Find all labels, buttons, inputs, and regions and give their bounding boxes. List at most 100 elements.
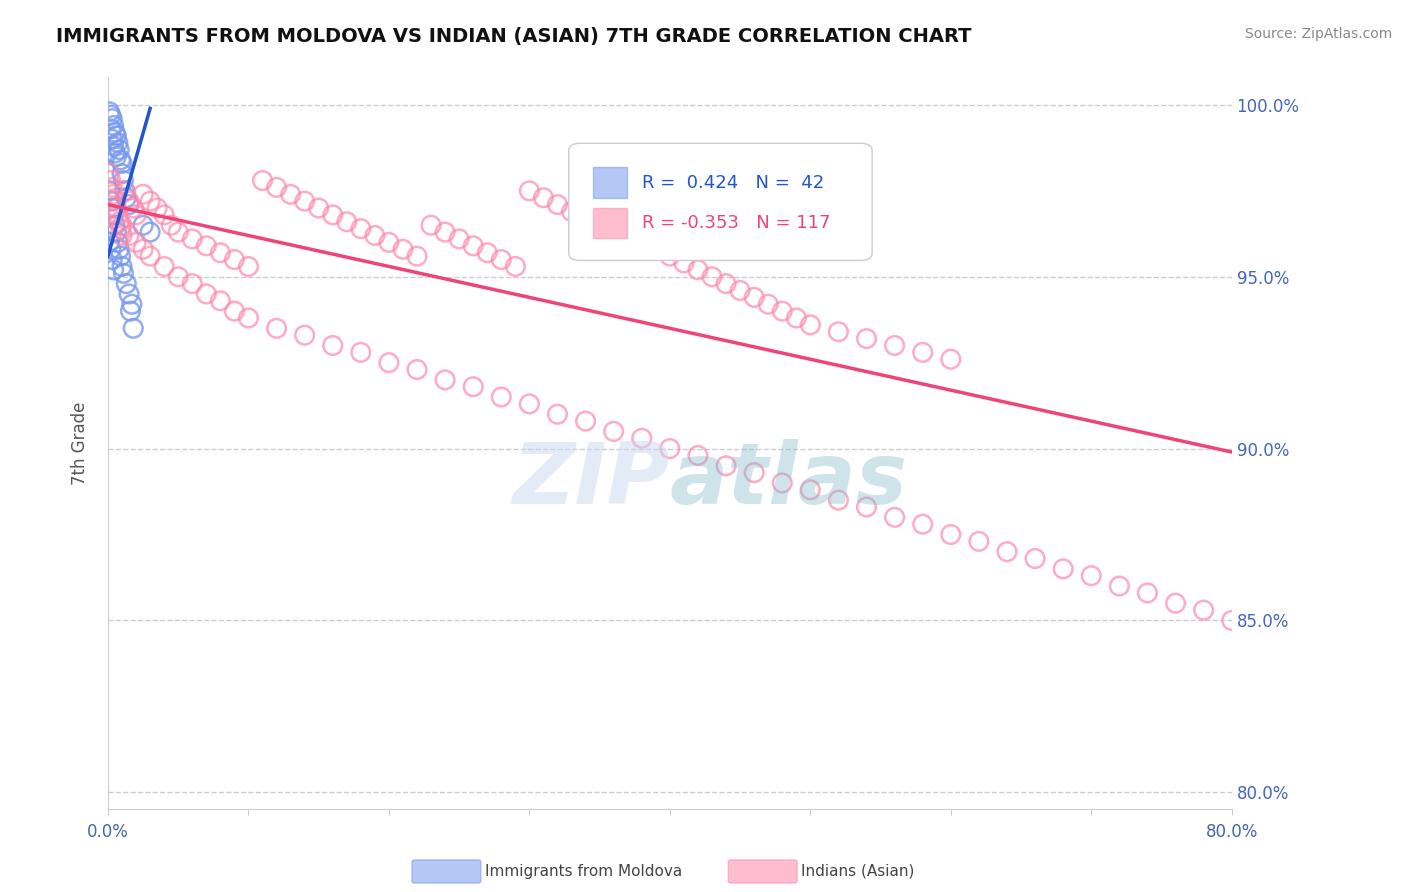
Point <box>125 235 148 250</box>
Point <box>463 380 485 394</box>
Point <box>121 297 143 311</box>
Point <box>742 290 765 304</box>
Point <box>519 184 541 198</box>
Point <box>308 201 330 215</box>
Point <box>112 266 135 280</box>
Point <box>132 187 155 202</box>
Text: IMMIGRANTS FROM MOLDOVA VS INDIAN (ASIAN) 7TH GRADE CORRELATION CHART: IMMIGRANTS FROM MOLDOVA VS INDIAN (ASIAN… <box>56 27 972 45</box>
Point <box>110 249 132 263</box>
Text: R =  0.424   N =  42: R = 0.424 N = 42 <box>641 174 824 192</box>
Point <box>195 239 218 253</box>
Point <box>224 304 246 318</box>
Point <box>120 304 142 318</box>
Point <box>146 201 169 215</box>
Point <box>100 108 122 122</box>
Point <box>101 180 124 194</box>
Point <box>350 221 373 235</box>
Point <box>118 194 141 209</box>
Point <box>100 173 122 187</box>
Point <box>420 218 443 232</box>
Point <box>406 362 429 376</box>
Point <box>238 260 260 274</box>
Point <box>111 167 134 181</box>
Point <box>115 277 138 291</box>
Point <box>785 311 807 326</box>
Point <box>104 146 127 161</box>
Text: Immigrants from Moldova: Immigrants from Moldova <box>485 864 682 879</box>
Point <box>967 534 990 549</box>
Point <box>108 143 131 157</box>
Point <box>686 449 709 463</box>
Point <box>883 338 905 352</box>
Point <box>115 191 138 205</box>
Point <box>658 442 681 456</box>
Point <box>1024 551 1046 566</box>
Point <box>104 194 127 209</box>
Point <box>98 235 121 250</box>
Point <box>602 425 624 439</box>
Point <box>630 431 652 445</box>
Point <box>742 466 765 480</box>
Point <box>378 235 401 250</box>
Point <box>139 249 162 263</box>
Point <box>100 194 122 209</box>
Point <box>103 139 125 153</box>
Point <box>336 215 359 229</box>
Point <box>209 293 232 308</box>
Point <box>630 235 652 250</box>
Point <box>105 201 128 215</box>
Point <box>995 544 1018 558</box>
Point <box>616 232 638 246</box>
Point <box>547 407 569 421</box>
Point <box>658 249 681 263</box>
Point <box>122 201 145 215</box>
Point <box>118 228 141 243</box>
Point <box>132 218 155 232</box>
Point <box>266 180 288 194</box>
Point <box>139 194 162 209</box>
Point <box>101 132 124 146</box>
Point <box>280 187 302 202</box>
Point <box>111 228 134 243</box>
Point <box>827 493 849 508</box>
Point <box>110 153 132 167</box>
Point <box>770 475 793 490</box>
Point <box>1220 614 1243 628</box>
Point <box>519 397 541 411</box>
Point <box>122 321 145 335</box>
Point <box>770 304 793 318</box>
Point <box>111 260 134 274</box>
Point <box>238 311 260 326</box>
Point <box>252 173 274 187</box>
Point <box>1108 579 1130 593</box>
Point <box>855 500 877 514</box>
Point <box>107 235 129 250</box>
Point <box>98 104 121 119</box>
Point <box>1080 568 1102 582</box>
Point <box>107 136 129 150</box>
Point <box>588 218 610 232</box>
Point <box>574 414 596 428</box>
Bar <box>593 168 627 198</box>
Text: ZIP: ZIP <box>512 439 669 522</box>
Point <box>561 204 583 219</box>
Point <box>700 269 723 284</box>
Point <box>112 173 135 187</box>
Point <box>574 211 596 226</box>
Point <box>477 245 499 260</box>
Point <box>855 332 877 346</box>
Point <box>118 287 141 301</box>
Point <box>103 208 125 222</box>
Point <box>100 122 122 136</box>
Point <box>350 345 373 359</box>
Point <box>111 156 134 170</box>
Point <box>153 208 176 222</box>
Point <box>100 242 122 256</box>
Point <box>491 252 513 267</box>
Point <box>827 325 849 339</box>
Point <box>104 125 127 139</box>
Text: atlas: atlas <box>669 439 908 522</box>
Point <box>322 338 344 352</box>
Point <box>160 218 183 232</box>
Point <box>672 256 695 270</box>
